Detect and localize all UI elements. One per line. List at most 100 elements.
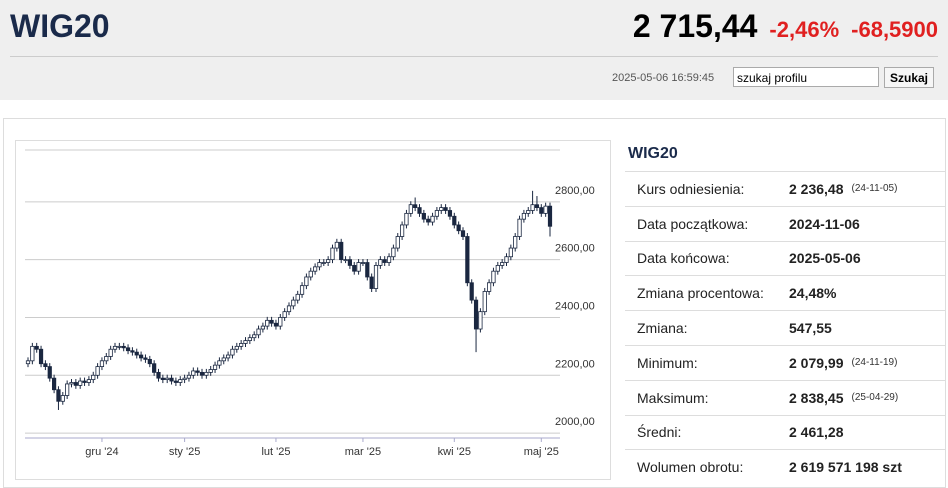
stat-value: 547,55 — [789, 320, 832, 337]
x-tick-label: kwi '25 — [438, 446, 471, 458]
title: WIG20 — [10, 8, 110, 44]
candle-body — [30, 345, 35, 362]
candle-body — [165, 377, 170, 381]
candle-body — [65, 383, 70, 396]
candle-body — [495, 265, 500, 272]
candle-body — [486, 282, 492, 292]
candle-body — [421, 212, 426, 220]
x-tick-label: gru '24 — [85, 446, 118, 458]
stat-value: 2 619 571 198 szt — [789, 459, 902, 476]
candle-body — [60, 395, 65, 402]
stat-row: Wolumen obrotu: 2 619 571 198 szt — [625, 449, 945, 484]
candle-body — [312, 266, 318, 272]
candle-body — [139, 354, 144, 359]
candle-body — [373, 265, 379, 289]
candle-body — [378, 259, 383, 266]
candle-body — [156, 371, 161, 379]
candle-body — [469, 282, 474, 301]
candle-body — [169, 377, 174, 382]
candle-body — [56, 389, 61, 402]
stat-value: 2 838,45 — [789, 389, 844, 406]
stat-value: 24,48% — [789, 285, 837, 302]
stats: WIG20 Kurs odniesienia: 2 236,48 (24-11-05… — [625, 140, 945, 484]
candle-body — [117, 345, 122, 348]
candle-body — [539, 207, 544, 214]
candle-body — [38, 348, 44, 365]
candle-body — [295, 293, 300, 301]
y-tick-label: 2800,00 — [555, 185, 595, 197]
candle-body — [143, 357, 148, 360]
candle-body — [82, 380, 87, 383]
candle-body — [321, 262, 326, 264]
search-button[interactable]: Szukaj — [884, 67, 934, 88]
candle-body — [326, 259, 331, 263]
candle-body — [408, 204, 413, 214]
quote: 2 715,44 -2,46% -68,5900 — [633, 8, 938, 45]
candle-body — [334, 241, 339, 249]
candle-body — [186, 374, 192, 379]
candle-body — [299, 285, 305, 295]
stat-value: 2025-05-06 — [789, 250, 861, 267]
candle-body — [330, 247, 335, 261]
candle-body — [34, 345, 39, 350]
candle-body — [356, 262, 361, 272]
stat-value: 2 079,99 — [789, 354, 844, 371]
stat-row: Średni: 2 461,28 — [625, 414, 945, 450]
candle-body — [417, 207, 422, 214]
candle-body — [221, 357, 226, 362]
y-tick-label: 2000,00 — [555, 416, 595, 428]
candle-body — [247, 337, 252, 341]
separator — [10, 56, 938, 57]
candle-body — [204, 371, 209, 376]
stat-label: Data końcowa: — [637, 250, 730, 267]
candle-body — [47, 366, 52, 379]
x-tick-label: maj '25 — [524, 446, 559, 458]
candle-body — [304, 276, 309, 287]
price: 2 715,44 — [632, 8, 758, 44]
x-tick-label: mar '25 — [345, 446, 381, 458]
stat-row: Data początkowa: 2024-11-06 — [625, 205, 945, 241]
candle-body — [521, 212, 527, 220]
candle-body — [500, 262, 505, 266]
stat-label: Minimum: — [637, 354, 698, 371]
candle-body — [456, 224, 461, 232]
stat-label: Wolumen obrotu: — [637, 459, 744, 476]
candle-body — [91, 374, 96, 381]
candle-body — [69, 382, 74, 385]
candle-body — [52, 377, 57, 391]
candle-body — [491, 270, 496, 284]
search-input[interactable]: szukaj profilu — [733, 67, 879, 87]
stats-rows: Kurs odniesienia: 2 236,48 (24-11-05) Data … — [625, 171, 945, 484]
header: WIG20 2 715,44 -2,46% -68,5900 2025-05-06 … — [0, 0, 948, 100]
candle-body — [382, 259, 387, 263]
stat-row: Maksimum: 2 838,45 (25-04-29) — [625, 379, 945, 415]
candle-body — [352, 265, 357, 272]
x-tick-label: sty '25 — [169, 446, 200, 458]
candle-body — [543, 205, 548, 214]
stat-value: 2 461,28 — [789, 424, 844, 441]
candle-body — [391, 247, 396, 258]
candle-body — [173, 380, 178, 383]
candle-body — [465, 236, 470, 284]
chart: 2000,00 2200,00 2400,00 2600,00 2800,00 gru '… — [15, 140, 611, 480]
candle-body — [217, 360, 222, 366]
candle-body — [178, 379, 183, 383]
candle-body — [504, 256, 509, 263]
candle-body — [125, 347, 131, 352]
candle-body — [482, 291, 487, 313]
candle-body — [399, 224, 405, 237]
candle-body — [252, 334, 257, 339]
stats-title: WIG20 — [628, 145, 678, 162]
stat-label: Data początkowa: — [637, 215, 749, 232]
candle-body — [430, 215, 435, 223]
candle-body — [386, 256, 392, 263]
y-tick-label: 2400,00 — [555, 300, 595, 312]
candle-body — [452, 215, 457, 226]
stat-row: Zmiana procentowa: 24,48% — [625, 275, 945, 310]
candle-body — [439, 207, 444, 211]
candle-body — [308, 270, 313, 278]
candle-body — [43, 363, 48, 367]
stat-row: Minimum: 2 079,99 (24-11-19) — [625, 344, 945, 380]
plot-frame — [15, 140, 611, 480]
candle-body — [78, 380, 83, 386]
